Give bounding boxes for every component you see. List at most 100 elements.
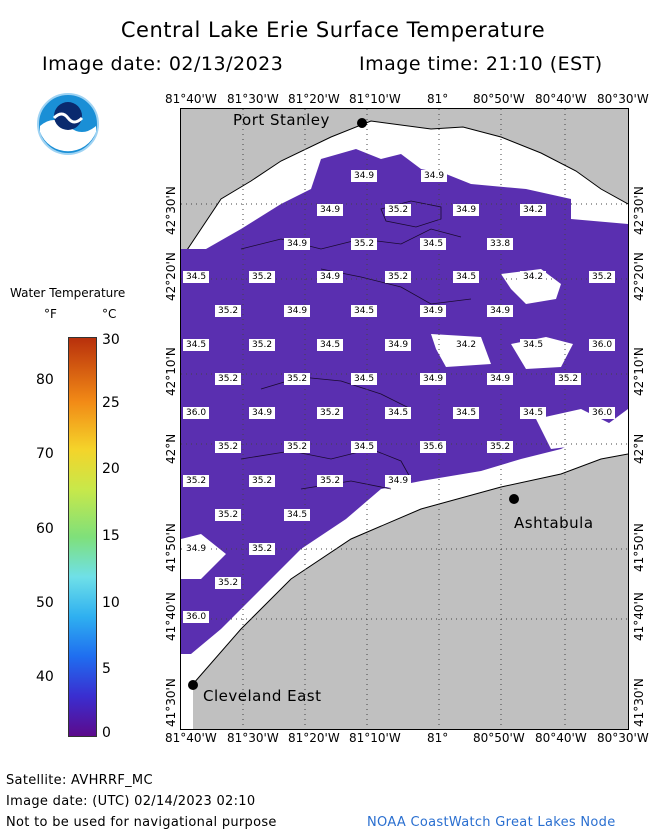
disclaimer: Not to be used for navigational purpose	[6, 815, 277, 830]
temp-label: 35.2	[284, 441, 311, 453]
temp-label: 34.5	[520, 407, 547, 419]
temp-label: 36.0	[183, 611, 210, 623]
temp-label: 34.5	[385, 407, 412, 419]
lon-label-bottom: 81°10'W	[349, 731, 401, 745]
temp-label: 35.2	[317, 475, 344, 487]
legend-f-tick: 80	[36, 372, 54, 388]
temp-label: 35.2	[183, 475, 210, 487]
temp-label: 34.9	[420, 305, 447, 317]
canada-land	[181, 109, 628, 259]
temp-label: 35.2	[249, 475, 276, 487]
temp-label: 35.2	[215, 577, 242, 589]
temp-label: 34.9	[317, 204, 344, 216]
temp-label: 34.5	[453, 271, 480, 283]
temp-label: 35.2	[385, 271, 412, 283]
lat-label-right: 42°N	[632, 433, 646, 464]
temp-label: 34.9	[487, 373, 514, 385]
lat-label-right: 42°20'N	[632, 252, 646, 301]
us-land	[193, 454, 628, 729]
temp-label: 34.9	[249, 407, 276, 419]
legend-c-tick: 25	[102, 395, 120, 411]
temp-label: 35.2	[215, 509, 242, 521]
temp-label: 35.2	[215, 441, 242, 453]
port-stanley-marker	[357, 118, 367, 128]
lon-label-top: 80°40'W	[535, 92, 587, 106]
cleveland-label: Cleveland East	[203, 687, 322, 705]
legend-f-tick: 40	[36, 669, 54, 685]
temp-label: 35.2	[249, 271, 276, 283]
temp-label: 34.5	[453, 407, 480, 419]
port-stanley-label: Port Stanley	[233, 111, 330, 129]
legend-colorbar	[68, 337, 97, 737]
lat-label-right: 41°50'N	[632, 523, 646, 572]
lon-label-top: 80°30'W	[597, 92, 649, 106]
credit-link[interactable]: NOAA CoastWatch Great Lakes Node	[367, 815, 616, 830]
lon-label-top: 80°50'W	[473, 92, 525, 106]
lon-label-bottom: 80°50'W	[473, 731, 525, 745]
lon-label-bottom: 81°30'W	[227, 731, 279, 745]
temp-label: 35.2	[385, 204, 412, 216]
legend-f-tick: 70	[36, 446, 54, 462]
utc-date: Image date: (UTC) 02/14/2023 02:10	[6, 794, 256, 809]
noaa-logo	[36, 92, 100, 156]
temp-label: 34.9	[317, 271, 344, 283]
temp-label: 36.0	[589, 339, 616, 351]
temp-label: 34.9	[284, 305, 311, 317]
legend-f-tick: 50	[36, 595, 54, 611]
lon-label-bottom: 81°20'W	[288, 731, 340, 745]
map-canvas	[181, 109, 628, 729]
temp-label: 34.5	[520, 339, 547, 351]
temp-label: 36.0	[183, 407, 210, 419]
lat-label-left: 41°50'N	[164, 523, 178, 572]
ashtabula-marker	[509, 494, 519, 504]
temp-label: 35.2	[589, 271, 616, 283]
lat-label-left: 42°30'N	[164, 186, 178, 235]
lat-label-left: 42°10'N	[164, 347, 178, 396]
lon-label-top: 81°40'W	[165, 92, 217, 106]
temp-label: 34.9	[420, 373, 447, 385]
temp-label: 35.2	[249, 339, 276, 351]
temp-label: 34.5	[284, 509, 311, 521]
temp-label: 34.5	[351, 373, 378, 385]
temp-label: 34.9	[351, 170, 378, 182]
lat-label-left: 42°20'N	[164, 252, 178, 301]
lon-label-bottom: 80°40'W	[535, 731, 587, 745]
legend-c-tick: 30	[102, 332, 120, 348]
legend-f-unit: °F	[44, 307, 57, 321]
lat-label-left: 42°N	[164, 433, 178, 464]
lat-label-left: 41°30'N	[164, 678, 178, 727]
temp-label: 35.6	[420, 441, 447, 453]
image-time: Image time: 21:10 (EST)	[359, 53, 603, 75]
temp-label: 34.9	[453, 204, 480, 216]
temp-label: 34.9	[385, 339, 412, 351]
legend-c-tick: 20	[102, 461, 120, 477]
lon-label-bottom: 81°	[427, 731, 449, 745]
temp-label: 33.8	[487, 238, 514, 250]
temp-label: 34.5	[183, 271, 210, 283]
image-date: Image date: 02/13/2023	[42, 53, 284, 75]
temp-label: 35.2	[215, 305, 242, 317]
legend-f-tick: 60	[36, 521, 54, 537]
cleveland-marker	[188, 680, 198, 690]
legend-c-unit: °C	[102, 307, 117, 321]
temp-label: 35.2	[284, 373, 311, 385]
lat-label-right: 41°30'N	[632, 678, 646, 727]
temp-label: 34.5	[317, 339, 344, 351]
temp-label: 34.9	[385, 475, 412, 487]
temp-label: 34.5	[351, 441, 378, 453]
temp-label: 34.2	[453, 339, 480, 351]
lat-label-right: 41°40'N	[632, 592, 646, 641]
temp-label: 34.9	[421, 170, 448, 182]
lon-label-top: 81°20'W	[288, 92, 340, 106]
temp-label: 34.5	[420, 238, 447, 250]
temp-label: 35.2	[317, 407, 344, 419]
temp-label: 34.2	[520, 271, 547, 283]
temp-label: 34.2	[520, 204, 547, 216]
lon-label-top: 81°	[427, 92, 449, 106]
temp-label: 35.2	[249, 543, 276, 555]
temp-label: 35.2	[487, 441, 514, 453]
lon-label-bottom: 80°30'W	[597, 731, 649, 745]
temp-label: 34.5	[351, 305, 378, 317]
map-title: Central Lake Erie Surface Temperature	[120, 18, 546, 42]
temp-label: 35.2	[215, 373, 242, 385]
